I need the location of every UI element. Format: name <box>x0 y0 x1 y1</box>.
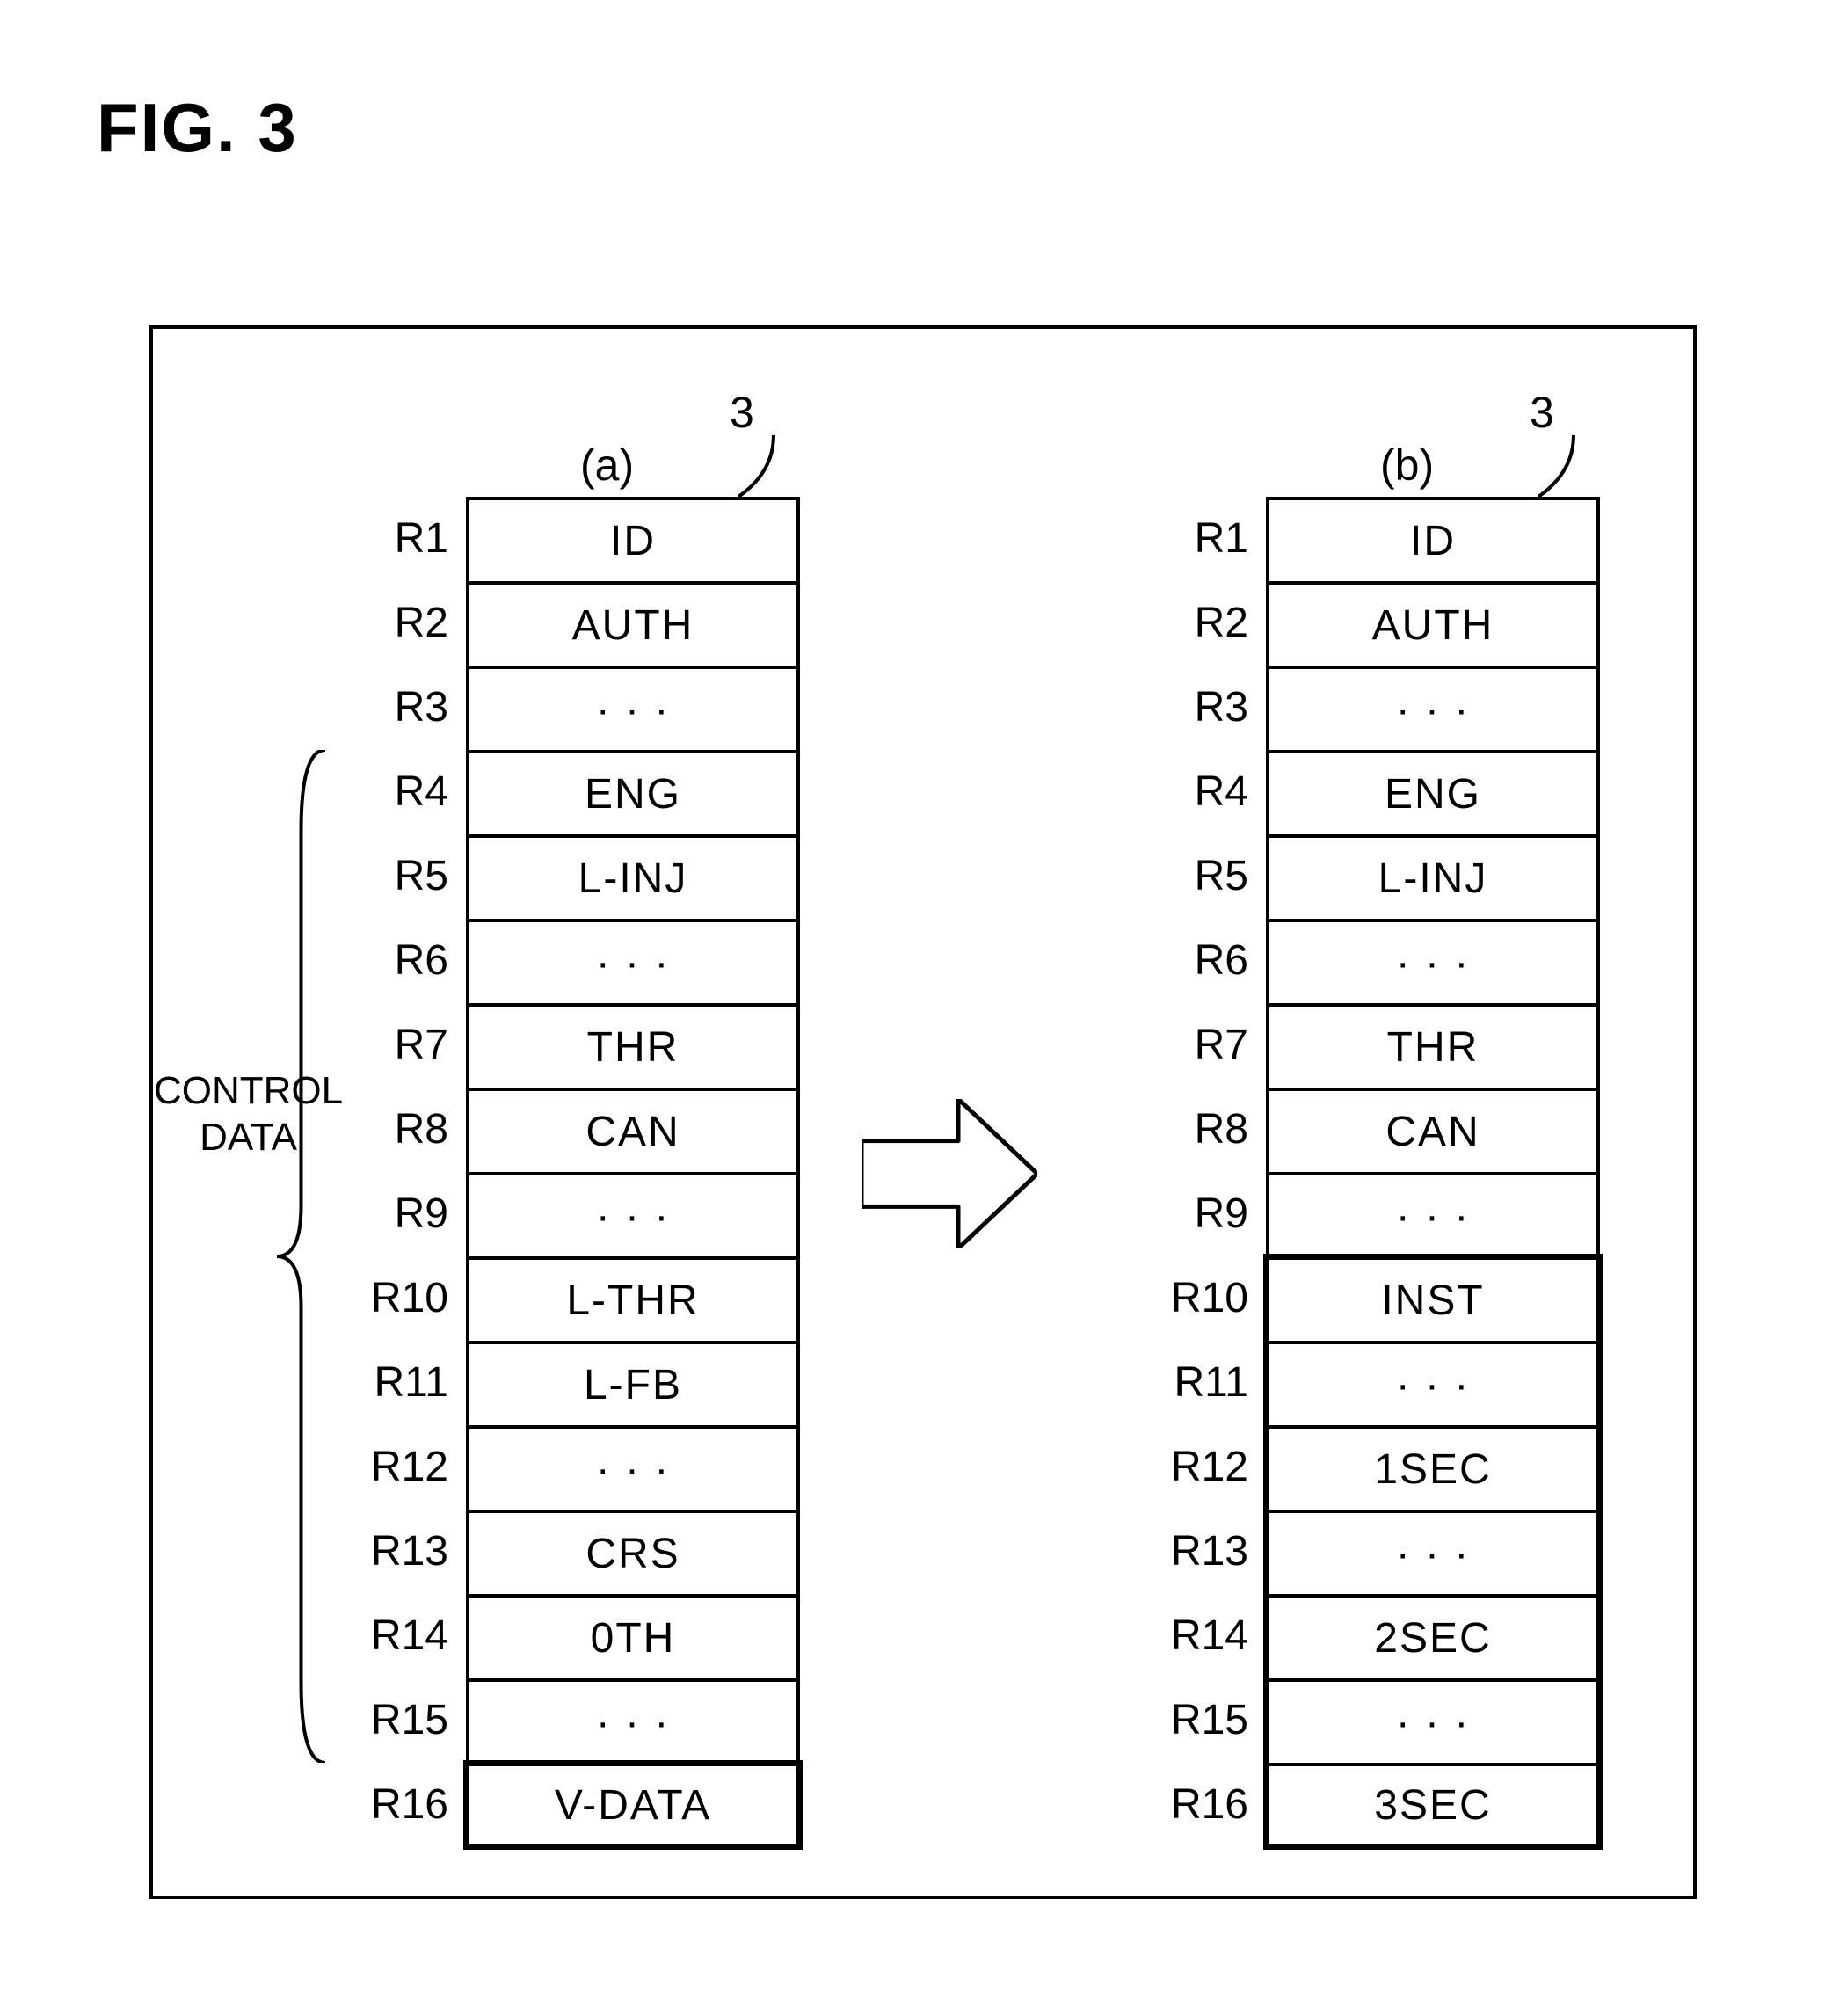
a-rowlabel-R1: R1 <box>334 514 448 563</box>
b-rowlabel-R4: R4 <box>1134 768 1248 816</box>
a-rowlabel-R13: R13 <box>334 1527 448 1576</box>
b-cell-r15: · · · <box>1269 1678 1596 1763</box>
a-cell-r12: · · · <box>469 1425 796 1510</box>
b-rowlabel-R9: R9 <box>1134 1190 1248 1238</box>
a-cell-r1: ID <box>469 497 796 581</box>
b-cell-r4: ENG <box>1269 750 1596 834</box>
b-rowlabel-R7: R7 <box>1134 1021 1248 1069</box>
b-leader-line <box>1525 435 1596 497</box>
b-rowlabel-R3: R3 <box>1134 683 1248 731</box>
a-rowlabel-R4: R4 <box>334 768 448 816</box>
b-rowlabel-R13: R13 <box>1134 1527 1248 1576</box>
a-rowlabel-R9: R9 <box>334 1190 448 1238</box>
a-rowlabel-R6: R6 <box>334 936 448 985</box>
b-rowlabel-R1: R1 <box>1134 514 1248 563</box>
b-rowlabel-R8: R8 <box>1134 1105 1248 1154</box>
a-cell-r9: · · · <box>469 1172 796 1256</box>
transition-arrow <box>862 1099 1037 1248</box>
b-rowlabel-R10: R10 <box>1134 1274 1248 1322</box>
a-rowlabel-R5: R5 <box>334 852 448 900</box>
a-cell-r2: AUTH <box>469 581 796 666</box>
b-cell-r12: 1SEC <box>1269 1425 1596 1510</box>
a-sublabel: (a) <box>580 440 634 491</box>
a-cell-r4: ENG <box>469 750 796 834</box>
a-cell-r11: L-FB <box>469 1341 796 1425</box>
a-rowlabel-R10: R10 <box>334 1274 448 1322</box>
b-cell-r13: · · · <box>1269 1510 1596 1594</box>
a-cell-r8: CAN <box>469 1088 796 1172</box>
b-cell-r5: L-INJ <box>1269 834 1596 919</box>
b-rowlabel-R11: R11 <box>1134 1358 1248 1407</box>
b-table: IDAUTH· · ·ENGL-INJ· · ·THRCAN· · ·INST·… <box>1266 497 1600 1847</box>
a-cell-r6: · · · <box>469 919 796 1003</box>
b-cell-r3: · · · <box>1269 666 1596 750</box>
b-cell-r2: AUTH <box>1269 581 1596 666</box>
a-rowlabel-R7: R7 <box>334 1021 448 1069</box>
b-rowlabel-R15: R15 <box>1134 1696 1248 1744</box>
b-cell-r11: · · · <box>1269 1341 1596 1425</box>
a-cell-r14: 0TH <box>469 1594 796 1678</box>
b-cell-r14: 2SEC <box>1269 1594 1596 1678</box>
a-leader-line <box>725 435 796 497</box>
b-cell-r9: · · · <box>1269 1172 1596 1256</box>
figure-title: FIG. 3 <box>97 88 298 168</box>
b-cell-r10: INST <box>1269 1256 1596 1341</box>
a-cell-r13: CRS <box>469 1510 796 1594</box>
a-cell-r15: · · · <box>469 1678 796 1763</box>
b-cell-r7: THR <box>1269 1003 1596 1088</box>
b-cell-r1: ID <box>1269 497 1596 581</box>
a-rowlabel-R11: R11 <box>334 1358 448 1407</box>
a-table: IDAUTH· · ·ENGL-INJ· · ·THRCAN· · ·L-THR… <box>466 497 800 1847</box>
a-rowlabel-R15: R15 <box>334 1696 448 1744</box>
a-rowlabel-R3: R3 <box>334 683 448 731</box>
a-rowlabel-R16: R16 <box>334 1780 448 1829</box>
a-rowlabel-R8: R8 <box>334 1105 448 1154</box>
a-rowlabel-R2: R2 <box>334 599 448 647</box>
b-rowlabel-R12: R12 <box>1134 1443 1248 1491</box>
b-rowlabel-R16: R16 <box>1134 1780 1248 1829</box>
b-rowlabel-R5: R5 <box>1134 852 1248 900</box>
a-cell-r3: · · · <box>469 666 796 750</box>
b-rowlabel-R14: R14 <box>1134 1612 1248 1660</box>
a-cell-r10: L-THR <box>469 1256 796 1341</box>
a-rowlabel-R12: R12 <box>334 1443 448 1491</box>
a-ref-number: 3 <box>730 387 754 438</box>
b-rowlabel-R6: R6 <box>1134 936 1248 985</box>
b-cell-r6: · · · <box>1269 919 1596 1003</box>
b-ref-number: 3 <box>1530 387 1554 438</box>
a-cell-r7: THR <box>469 1003 796 1088</box>
b-cell-r8: CAN <box>1269 1088 1596 1172</box>
control-data-brace <box>277 750 325 1763</box>
b-sublabel: (b) <box>1380 440 1434 491</box>
a-rowlabel-R14: R14 <box>334 1612 448 1660</box>
b-cell-r16: 3SEC <box>1269 1763 1596 1847</box>
a-cell-r5: L-INJ <box>469 834 796 919</box>
b-rowlabel-R2: R2 <box>1134 599 1248 647</box>
figure-page: FIG. 3(a)3IDAUTH· · ·ENGL-INJ· · ·THRCAN… <box>0 0 1825 2016</box>
a-cell-r16: V-DATA <box>469 1763 796 1847</box>
